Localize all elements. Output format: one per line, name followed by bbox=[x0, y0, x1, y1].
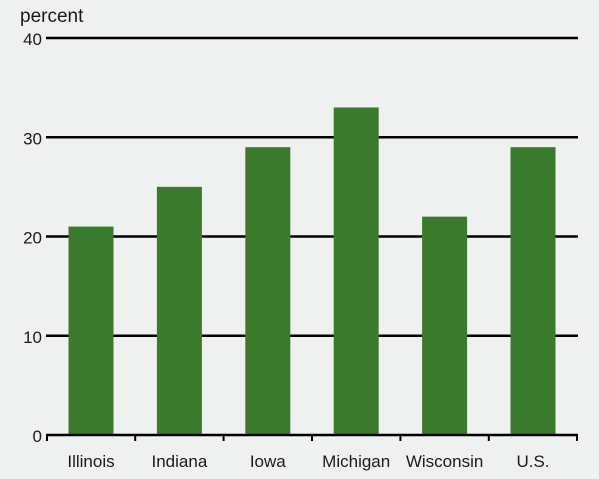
bar bbox=[68, 226, 114, 435]
y-axis-label: percent bbox=[20, 6, 84, 27]
y-tick-label: 10 bbox=[23, 328, 42, 347]
bar bbox=[333, 107, 379, 435]
bars bbox=[68, 107, 556, 436]
y-tick-labels: 0 10 20 30 40 bbox=[23, 30, 42, 446]
x-tick-label: Michigan bbox=[322, 452, 390, 471]
x-tick-label: Iowa bbox=[250, 452, 286, 471]
x-tick-label: U.S. bbox=[516, 452, 549, 471]
x-tick-label: Indiana bbox=[152, 452, 208, 471]
x-tick-label: Illinois bbox=[67, 452, 114, 471]
y-tick-label: 20 bbox=[23, 229, 42, 248]
x-axis bbox=[46, 433, 578, 441]
bar bbox=[510, 147, 556, 436]
x-tick-label: Wisconsin bbox=[406, 452, 483, 471]
gridlines bbox=[46, 36, 578, 337]
bar bbox=[422, 216, 468, 435]
bar bbox=[245, 147, 291, 436]
x-tick-labels: Illinois Indiana Iowa Michigan Wisconsin U.S. bbox=[67, 452, 549, 471]
bar bbox=[156, 186, 202, 435]
y-tick-label: 0 bbox=[33, 427, 42, 446]
y-tick-label: 40 bbox=[23, 30, 42, 49]
y-tick-label: 30 bbox=[23, 129, 42, 148]
